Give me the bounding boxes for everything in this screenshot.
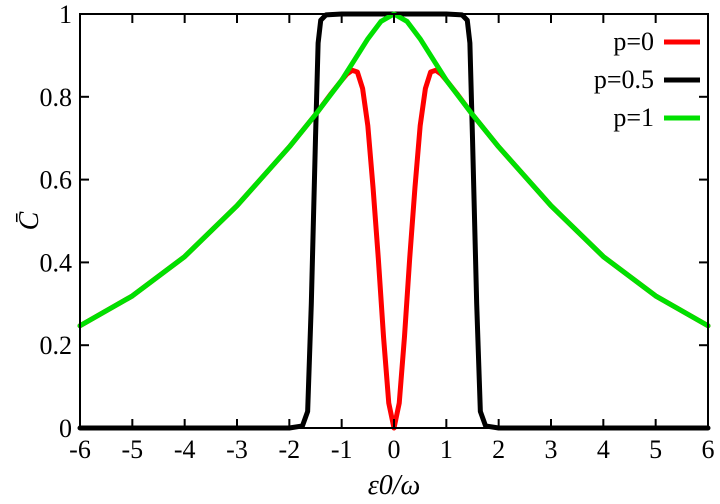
x-tick-label: -2: [278, 435, 300, 464]
series-line-2: [77, 11, 711, 329]
x-tick-label: 3: [545, 435, 558, 464]
x-tick-label: 6: [702, 435, 715, 464]
x-tick-label: -3: [226, 435, 248, 464]
y-tick-label: 0: [59, 414, 72, 443]
x-axis-label: ε0/ω: [368, 470, 421, 501]
x-tick-label: -6: [69, 435, 91, 464]
y-tick-label: 0.2: [40, 331, 73, 360]
legend-label: p=1: [613, 103, 654, 132]
y-tick-label: 0.4: [40, 248, 73, 277]
y-tick-label: 1: [59, 0, 72, 29]
legend: p=0 p=0.5 p=1: [594, 27, 700, 132]
x-tick-label: -4: [174, 435, 196, 464]
x-tick-label: 5: [649, 435, 662, 464]
axis-ticks: [79, 13, 709, 429]
legend-label: p=0: [613, 27, 654, 56]
y-tick-label: 0.8: [40, 83, 73, 112]
x-tick-label: 1: [440, 435, 453, 464]
tick-labels: -6 -5 -4 -3 -2 -1 0 1 2 3 4 5 6 0 0.2 0.4 0.6 0.8 1: [40, 0, 715, 464]
x-tick-label: -5: [121, 435, 143, 464]
y-axis-label: C̄: [14, 211, 45, 230]
x-tick-label: -1: [331, 435, 353, 464]
y-tick-label: 0.6: [40, 166, 73, 195]
x-tick-label: 2: [492, 435, 505, 464]
legend-label: p=0.5: [594, 65, 654, 94]
x-tick-label: 4: [597, 435, 610, 464]
x-tick-label: 0: [388, 435, 401, 464]
